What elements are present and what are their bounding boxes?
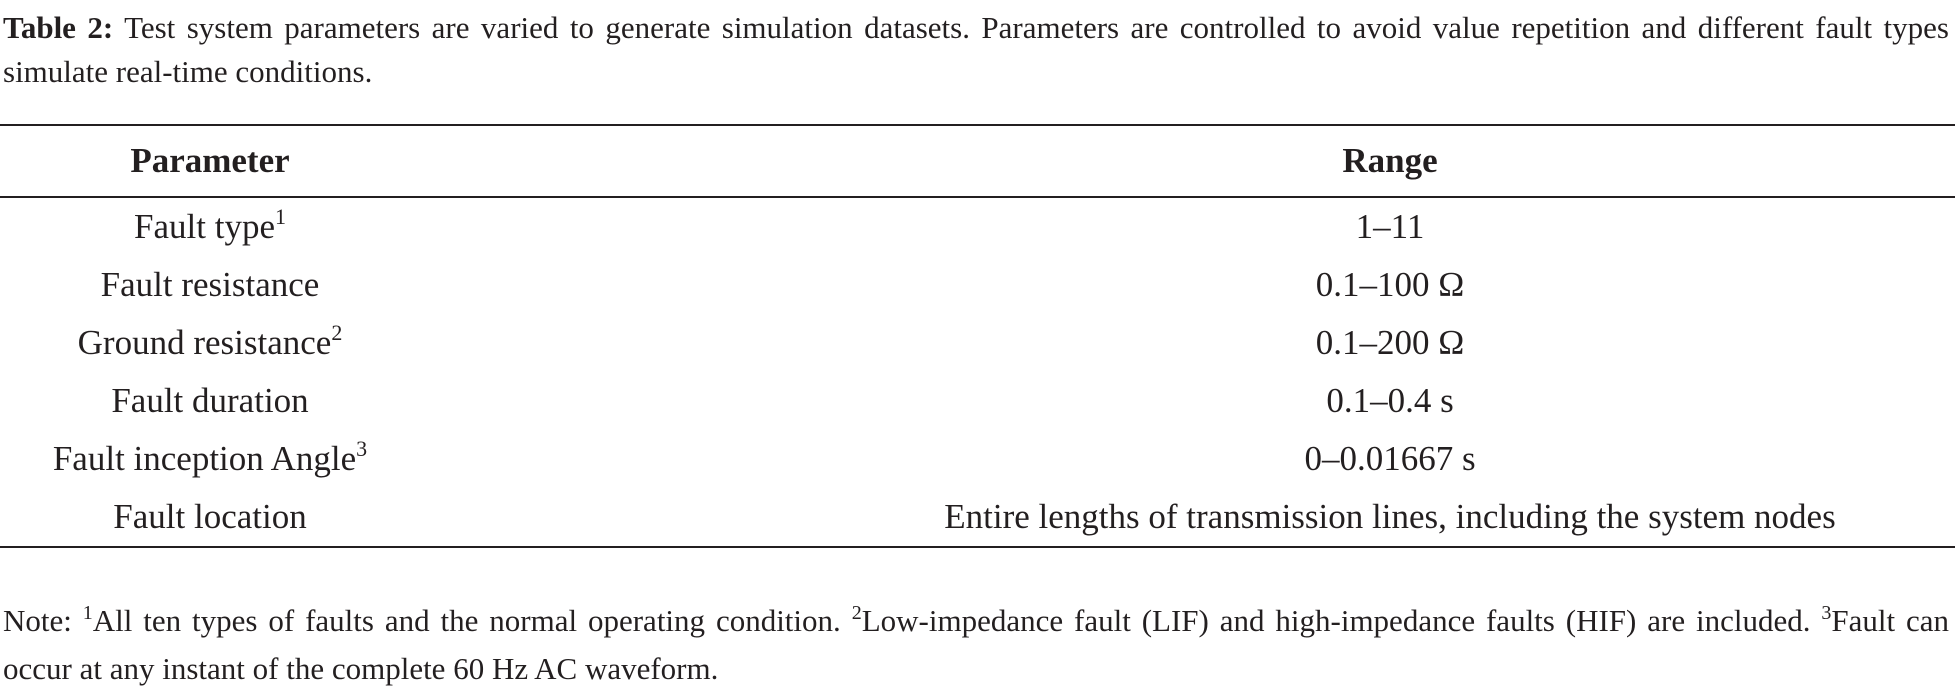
table-row: Fault duration 0.1–0.4 s — [0, 372, 1955, 430]
parameter-cell: Fault type1 — [0, 197, 420, 256]
parameter-cell: Ground resistance2 — [0, 314, 420, 372]
spacer — [420, 197, 825, 256]
parameter-cell: Fault location — [0, 488, 420, 547]
spacer — [420, 125, 825, 197]
range-cell: 0.1–0.4 s — [1326, 381, 1454, 420]
caption-label: Table 2: — [3, 10, 114, 45]
spacer — [420, 256, 825, 314]
range-cell: 0.1–100 Ω — [1315, 265, 1465, 304]
header-cell: Range — [1342, 141, 1438, 180]
table-row: Fault type1 1–11 — [0, 197, 1955, 256]
footnote-ref: 2 — [851, 602, 862, 624]
spacer — [420, 488, 825, 547]
table-note: Note: 1All ten types of faults and the n… — [3, 597, 1949, 693]
caption: Table 2: Test system parameters are vari… — [3, 6, 1949, 94]
parameter-name: Fault type — [134, 207, 275, 246]
range-cell: 0.1–200 Ω — [1315, 323, 1465, 362]
spacer — [420, 430, 825, 488]
table-header: Parameter Range — [0, 125, 1955, 197]
parameter-name: Ground resistance — [77, 323, 332, 362]
note-label: Note: — [3, 603, 72, 638]
parameter-name: Fault duration — [111, 381, 309, 420]
footnote-ref: 2 — [331, 320, 343, 345]
spacer — [420, 372, 825, 430]
range-cell: Entire lengths of transmission lines, in… — [944, 497, 1836, 536]
footnote-ref: 1 — [274, 204, 286, 229]
footnote-ref: 1 — [82, 602, 93, 624]
parameter-name: Fault resistance — [100, 265, 320, 304]
table-row: Fault location Entire lengths of transmis… — [0, 488, 1955, 547]
parameter-name: Fault inception Angle — [52, 439, 357, 478]
table-row: Ground resistance2 0.1–200 Ω — [0, 314, 1955, 372]
table-row: Fault inception Angle3 0–0.01667 s — [0, 430, 1955, 488]
footnote-text: All ten types of faults and the normal o… — [92, 603, 841, 638]
footnote-text: Low-impedance fault (LIF) and high-imped… — [861, 603, 1811, 638]
parameter-table: Parameter Range Fault type1 1–11 Fault res… — [0, 124, 1955, 548]
parameter-cell: Fault resistance — [0, 256, 420, 314]
parameter-cell: Fault inception Angle3 — [0, 430, 420, 488]
spacer — [420, 314, 825, 372]
table-row: Fault resistance 0.1–100 Ω — [0, 256, 1955, 314]
table-body: Fault type1 1–11 Fault resistance 0.1–100 Ω… — [0, 197, 1955, 547]
footnote-text: Fault can occur at any instant of the co… — [3, 603, 1950, 686]
range-cell: 0–0.01667 s — [1304, 439, 1476, 478]
header-cell: Parameter — [130, 141, 290, 180]
footnote-ref: 3 — [1821, 602, 1832, 624]
parameter-cell: Fault duration — [0, 372, 420, 430]
caption-text: Test system parameters are varied to gen… — [3, 10, 1949, 89]
range-cell: 1–11 — [1355, 207, 1425, 246]
footnote-ref: 3 — [356, 436, 368, 461]
parameter-name: Fault location — [113, 497, 307, 536]
